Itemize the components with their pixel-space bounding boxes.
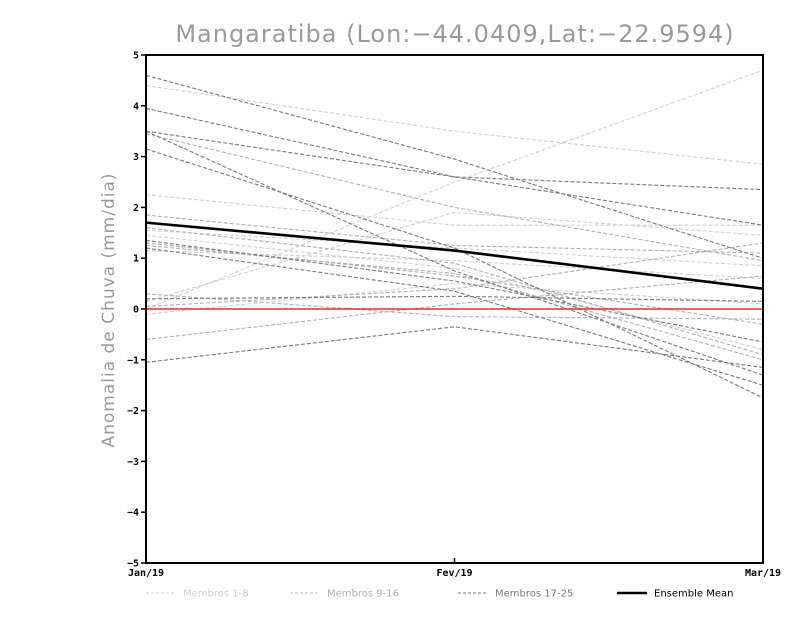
legend-label: Ensemble Mean — [654, 589, 733, 600]
member-line-group3-1 — [145, 74, 764, 259]
member-line-group3-6 — [145, 239, 764, 343]
legend-item: Ensemble Mean — [617, 589, 733, 600]
y-tick-label: −5 — [127, 559, 139, 570]
member-line-group3-7 — [145, 295, 764, 302]
member-line-group2-5 — [145, 244, 764, 361]
member-line-group3-3 — [145, 130, 764, 226]
legend-item: Membros 17-25 — [458, 589, 573, 600]
member-line-group3-8 — [145, 326, 764, 368]
legend-label: Membros 17-25 — [495, 589, 573, 600]
y-tick-label: 5 — [133, 51, 139, 62]
y-tick-label: 1 — [133, 254, 139, 265]
member-line-group1-6 — [145, 211, 764, 302]
plot-area: −5 −4 −3 −2 −1 0 1 2 3 4 5 Jan/19 Fev/19 Mar/19 — [127, 51, 781, 580]
member-line-group1-2 — [145, 194, 763, 226]
ensemble-mean-line — [145, 221, 764, 290]
y-tick-label: −1 — [127, 355, 139, 366]
legend-label: Membros 1-8 — [183, 589, 249, 600]
member-line-group1-1 — [145, 84, 764, 165]
member-line-group2-3 — [145, 227, 764, 356]
member-line-group2-2 — [145, 214, 764, 254]
legend-label: Membros 9-16 — [327, 589, 399, 600]
x-tick-label: Fev/19 — [436, 568, 472, 579]
member-line-group3-2 — [145, 107, 764, 191]
y-tick-label: 0 — [133, 305, 139, 316]
y-tick-label: 3 — [133, 152, 139, 163]
member-line-group2-4 — [145, 242, 764, 325]
y-tick-label: −4 — [127, 508, 139, 519]
legend-item: Membros 9-16 — [290, 589, 399, 600]
chart-title: Mangaratiba (Lon:−44.0409,Lat:−22.9594) — [175, 20, 734, 48]
member-line-group1-7 — [145, 234, 764, 351]
member-line-group2-6 — [145, 293, 764, 320]
member-line-group1-4 — [145, 69, 764, 310]
y-tick-label: 2 — [133, 203, 139, 214]
member-line-group3-9 — [145, 247, 764, 386]
legend: Membros 1-8 Membros 9-16 Membros 17-25 Ense… — [146, 589, 733, 600]
member-line-group3-5 — [145, 148, 764, 399]
y-tick-label: 4 — [133, 101, 139, 112]
member-line-group3-4 — [145, 130, 764, 376]
x-tick-label: Mar/19 — [745, 568, 781, 579]
x-tick-label: Jan/19 — [128, 568, 164, 579]
y-axis-label: Anomalia de Chuva (mm/dia) — [99, 172, 119, 447]
y-tick-label: −2 — [127, 406, 139, 417]
member-line-group2-7 — [145, 275, 764, 341]
legend-item: Membros 1-8 — [146, 589, 249, 600]
member-line-group2-1 — [145, 133, 764, 262]
member-line-group2-8 — [145, 242, 764, 308]
y-tick-label: −3 — [127, 457, 139, 468]
member-line-group1-8 — [145, 283, 764, 315]
